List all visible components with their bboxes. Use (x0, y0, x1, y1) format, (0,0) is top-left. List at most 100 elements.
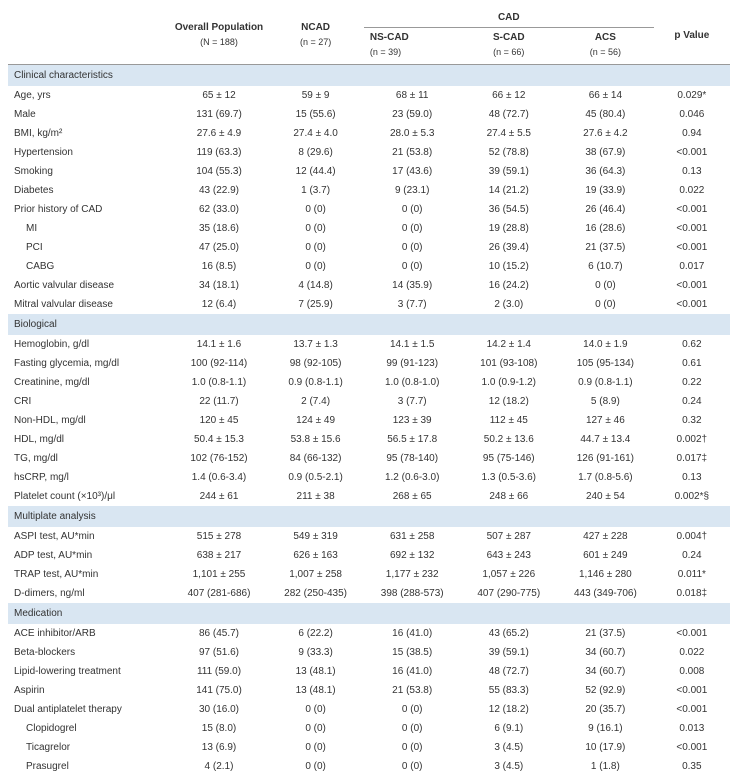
cell-value: 1.0 (0.8-1.0) (364, 373, 461, 392)
cell-value: 0.62 (654, 335, 730, 354)
cell-value: 100 (92-114) (171, 354, 268, 373)
cell-value: 15 (8.0) (171, 719, 268, 738)
section-title: Medication (8, 603, 730, 624)
cell-value: 52 (78.8) (460, 143, 557, 162)
row-label: BMI, kg/m² (8, 124, 171, 143)
cell-value: 16 (8.5) (171, 257, 268, 276)
cell-value: 1,101 ± 255 (171, 565, 268, 584)
cell-value: 3 (4.5) (460, 757, 557, 776)
cell-value: 120 ± 45 (171, 411, 268, 430)
cell-value: 3 (7.7) (364, 295, 461, 314)
cell-value: 9 (16.1) (557, 719, 654, 738)
col-sub: (n = 56) (590, 47, 621, 57)
cell-value: 427 ± 228 (557, 527, 654, 546)
section-header: Multiplate analysis (8, 506, 730, 527)
cell-value: 48 (72.7) (460, 105, 557, 124)
cell-value: 26 (46.4) (557, 200, 654, 219)
table-row: CRI22 (11.7)2 (7.4)3 (7.7)12 (18.2)5 (8.… (8, 392, 730, 411)
row-label: Platelet count (×10³)/μl (8, 487, 171, 506)
cell-value: 12 (18.2) (460, 700, 557, 719)
row-label: Smoking (8, 162, 171, 181)
cell-value: 50.4 ± 15.3 (171, 430, 268, 449)
cell-value: 0 (0) (364, 719, 461, 738)
cell-value: 0 (0) (557, 295, 654, 314)
table-row: Aspirin141 (75.0)13 (48.1)21 (53.8)55 (8… (8, 681, 730, 700)
cell-value: 0 (0) (364, 219, 461, 238)
cell-value: 407 (290-775) (460, 584, 557, 603)
cell-value: 86 (45.7) (171, 624, 268, 643)
cell-value: 1,177 ± 232 (364, 565, 461, 584)
row-label: CRI (8, 392, 171, 411)
cell-value: 0.022 (654, 181, 730, 200)
cell-value: 21 (37.5) (557, 238, 654, 257)
col-title: S-CAD (493, 32, 525, 43)
cell-value: 0.61 (654, 354, 730, 373)
cell-value: 0.9 (0.8-1.1) (557, 373, 654, 392)
table-row: ASPI test, AU*min515 ± 278549 ± 319631 ±… (8, 527, 730, 546)
cell-value: 3 (7.7) (364, 392, 461, 411)
table-row: Smoking104 (55.3)12 (44.4)17 (43.6)39 (5… (8, 162, 730, 181)
table-row: MI35 (18.6)0 (0)0 (0)19 (28.8)16 (28.6)<… (8, 219, 730, 238)
cell-value: <0.001 (654, 143, 730, 162)
cell-value: 1.7 (0.8-5.6) (557, 468, 654, 487)
row-label: hsCRP, mg/l (8, 468, 171, 487)
cell-value: 0.002† (654, 430, 730, 449)
cell-value: <0.001 (654, 219, 730, 238)
table-row: CABG16 (8.5)0 (0)0 (0)10 (15.2)6 (10.7)0… (8, 257, 730, 276)
cell-value: 95 (78-140) (364, 449, 461, 468)
cell-value: 643 ± 243 (460, 546, 557, 565)
col-scad: S-CAD (n = 66) (460, 28, 557, 65)
cell-value: 36 (64.3) (557, 162, 654, 181)
cell-value: 0.35 (654, 757, 730, 776)
row-label: Clopidogrel (8, 719, 171, 738)
col-overall: Overall Population (N = 188) (171, 8, 268, 65)
row-label: Aortic valvular disease (8, 276, 171, 295)
row-label: HDL, mg/dl (8, 430, 171, 449)
cell-value: 1,057 ± 226 (460, 565, 557, 584)
cell-value: 131 (69.7) (171, 105, 268, 124)
col-title: ACS (595, 32, 616, 43)
cell-value: <0.001 (654, 738, 730, 757)
cell-value: 16 (24.2) (460, 276, 557, 295)
cell-value: 4 (2.1) (171, 757, 268, 776)
cell-value: 12 (44.4) (267, 162, 364, 181)
row-label: Prasugrel (8, 757, 171, 776)
cell-value: 13 (48.1) (267, 662, 364, 681)
table-row: TG, mg/dl102 (76-152)84 (66-132)95 (78-1… (8, 449, 730, 468)
cell-value: 0.002*§ (654, 487, 730, 506)
cell-value: 0.008 (654, 662, 730, 681)
cell-value: 248 ± 66 (460, 487, 557, 506)
row-label: Hemoglobin, g/dl (8, 335, 171, 354)
cell-value: 601 ± 249 (557, 546, 654, 565)
cell-value: 27.6 ± 4.2 (557, 124, 654, 143)
col-nscad: NS-CAD (n = 39) (364, 28, 461, 65)
cell-value: 398 (288-573) (364, 584, 461, 603)
cell-value: 21 (37.5) (557, 624, 654, 643)
cell-value: 27.4 ± 5.5 (460, 124, 557, 143)
table-body: Clinical characteristicsAge, yrs65 ± 125… (8, 65, 730, 777)
cell-value: 14 (21.2) (460, 181, 557, 200)
cell-value: 13 (48.1) (267, 681, 364, 700)
cell-value: 66 ± 12 (460, 86, 557, 105)
cell-value: 9 (23.1) (364, 181, 461, 200)
cell-value: 22 (11.7) (171, 392, 268, 411)
cell-value: 27.6 ± 4.9 (171, 124, 268, 143)
cell-value: 59 ± 9 (267, 86, 364, 105)
cell-value: 1,146 ± 280 (557, 565, 654, 584)
table-row: D-dimers, ng/ml407 (281-686)282 (250-435… (8, 584, 730, 603)
cell-value: 0.32 (654, 411, 730, 430)
cell-value: 43 (22.9) (171, 181, 268, 200)
cell-value: 4 (14.8) (267, 276, 364, 295)
cell-value: 0.029* (654, 86, 730, 105)
cell-value: 6 (9.1) (460, 719, 557, 738)
row-label: Non-HDL, mg/dl (8, 411, 171, 430)
cell-value: 123 ± 39 (364, 411, 461, 430)
row-label: Male (8, 105, 171, 124)
cell-value: 443 (349-706) (557, 584, 654, 603)
cell-value: 112 ± 45 (460, 411, 557, 430)
cell-value: <0.001 (654, 276, 730, 295)
cell-value: 0 (0) (364, 738, 461, 757)
table-row: TRAP test, AU*min1,101 ± 2551,007 ± 2581… (8, 565, 730, 584)
cell-value: 407 (281-686) (171, 584, 268, 603)
cell-value: 0.9 (0.8-1.1) (267, 373, 364, 392)
